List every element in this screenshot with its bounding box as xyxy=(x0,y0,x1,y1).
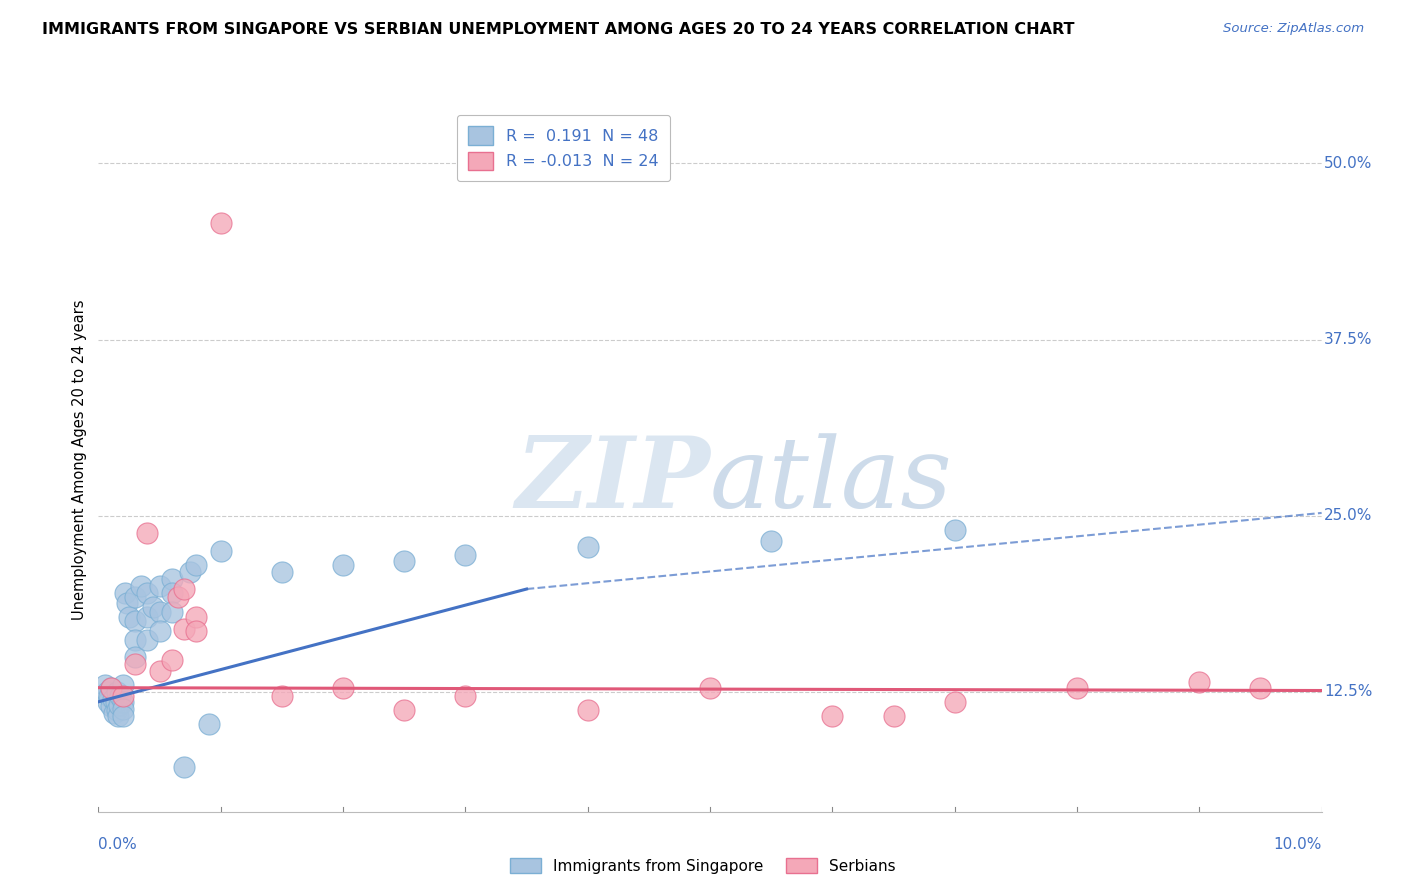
Point xyxy=(270,565,292,579)
Point xyxy=(93,678,115,692)
Point xyxy=(699,681,721,695)
Point xyxy=(136,632,159,647)
Point xyxy=(332,681,354,695)
Point xyxy=(124,591,146,605)
Point xyxy=(100,681,122,695)
Point xyxy=(332,558,354,573)
Point xyxy=(111,702,134,716)
Point xyxy=(1188,675,1211,690)
Point xyxy=(114,586,136,600)
Point xyxy=(759,534,782,549)
Point xyxy=(454,548,477,562)
Point xyxy=(149,605,172,619)
Point xyxy=(149,664,172,678)
Point xyxy=(821,709,844,723)
Text: 12.5%: 12.5% xyxy=(1324,684,1372,699)
Point xyxy=(104,695,127,709)
Point xyxy=(149,624,172,639)
Point xyxy=(209,216,232,230)
Text: 25.0%: 25.0% xyxy=(1324,508,1372,524)
Point xyxy=(392,703,416,717)
Point xyxy=(107,709,129,723)
Point xyxy=(136,586,159,600)
Point xyxy=(103,706,125,720)
Point xyxy=(115,596,138,610)
Text: Source: ZipAtlas.com: Source: ZipAtlas.com xyxy=(1223,22,1364,36)
Point xyxy=(105,703,128,717)
Point xyxy=(96,685,118,699)
Point xyxy=(179,565,201,579)
Point xyxy=(883,709,905,723)
Point xyxy=(186,610,208,624)
Point xyxy=(124,649,146,664)
Point xyxy=(100,681,122,695)
Legend: Immigrants from Singapore, Serbians: Immigrants from Singapore, Serbians xyxy=(505,852,901,880)
Point xyxy=(149,579,172,593)
Point xyxy=(173,759,195,773)
Point xyxy=(142,600,165,615)
Point xyxy=(101,692,124,706)
Text: atlas: atlas xyxy=(710,433,953,528)
Point xyxy=(943,695,966,709)
Point xyxy=(124,615,146,629)
Text: 10.0%: 10.0% xyxy=(1274,837,1322,852)
Text: 50.0%: 50.0% xyxy=(1324,156,1372,171)
Point xyxy=(136,610,159,624)
Text: 37.5%: 37.5% xyxy=(1324,332,1372,347)
Text: ZIP: ZIP xyxy=(515,433,710,529)
Point xyxy=(111,689,134,703)
Point xyxy=(197,717,219,731)
Point xyxy=(160,652,183,666)
Point xyxy=(1249,681,1271,695)
Point xyxy=(136,525,159,540)
Point xyxy=(173,622,195,636)
Point xyxy=(98,689,121,703)
Point xyxy=(576,703,599,717)
Y-axis label: Unemployment Among Ages 20 to 24 years: Unemployment Among Ages 20 to 24 years xyxy=(72,299,87,620)
Point xyxy=(111,695,134,709)
Point xyxy=(173,582,195,596)
Point xyxy=(124,632,146,647)
Point xyxy=(160,572,183,586)
Point xyxy=(97,695,120,709)
Point xyxy=(100,699,122,714)
Point xyxy=(108,698,131,712)
Point xyxy=(160,586,183,600)
Point xyxy=(111,709,134,723)
Point xyxy=(110,689,132,703)
Legend: R =  0.191  N = 48, R = -0.013  N = 24: R = 0.191 N = 48, R = -0.013 N = 24 xyxy=(457,115,669,181)
Point xyxy=(943,523,966,537)
Point xyxy=(392,554,416,568)
Point xyxy=(105,685,128,699)
Point xyxy=(270,689,292,703)
Point xyxy=(186,558,208,573)
Point xyxy=(186,624,208,639)
Point xyxy=(209,544,232,558)
Point xyxy=(576,540,599,554)
Point xyxy=(129,579,152,593)
Text: IMMIGRANTS FROM SINGAPORE VS SERBIAN UNEMPLOYMENT AMONG AGES 20 TO 24 YEARS CORR: IMMIGRANTS FROM SINGAPORE VS SERBIAN UNE… xyxy=(42,22,1074,37)
Point xyxy=(454,689,477,703)
Point xyxy=(111,678,134,692)
Text: 0.0%: 0.0% xyxy=(98,837,138,852)
Point xyxy=(160,605,183,619)
Point xyxy=(124,657,146,671)
Point xyxy=(118,610,141,624)
Point xyxy=(1066,681,1088,695)
Point xyxy=(167,591,190,605)
